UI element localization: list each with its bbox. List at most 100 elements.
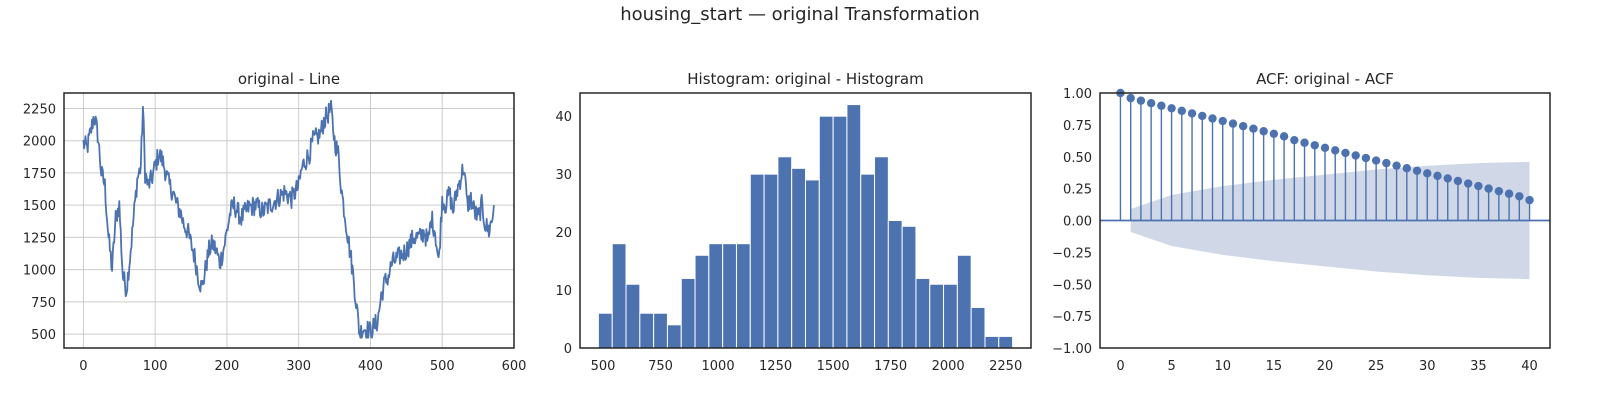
histogram-bar <box>984 335 1000 349</box>
histogram-bar <box>694 254 710 349</box>
acf-point <box>1412 166 1422 175</box>
y-tick-label: 1750 <box>23 167 56 182</box>
y-tick-label: 1500 <box>23 199 56 214</box>
histogram-bar <box>915 277 931 349</box>
x-tick-label: 40 <box>1521 359 1538 374</box>
y-tick-label: −1.00 <box>1052 342 1092 357</box>
x-tick-label: 1750 <box>874 359 907 374</box>
acf-point <box>1198 111 1207 121</box>
y-tick-label: 0.00 <box>1063 215 1092 230</box>
acf-point <box>1423 169 1432 178</box>
x-tick-label: 1500 <box>817 359 850 374</box>
axes-frame <box>1099 92 1551 349</box>
acf-point <box>1463 179 1473 188</box>
acf-chart-panel: ACF: original - ACF 0 5 10 15 20 25 30 35 40 −1.00… <box>1052 70 1551 374</box>
x-tick-label: 0 <box>79 359 87 374</box>
histogram-bar <box>735 243 751 349</box>
y-tick-label: 10 <box>555 284 572 299</box>
y-tick-label: 1250 <box>23 231 56 246</box>
acf-point <box>1126 93 1135 103</box>
histogram-bar <box>653 312 668 349</box>
acf-point <box>1361 153 1371 163</box>
acf-point <box>1228 119 1238 128</box>
acf-point <box>1341 148 1350 158</box>
acf-point <box>1238 121 1248 131</box>
y-tick-label: 0.25 <box>1063 183 1092 198</box>
histogram-bar <box>611 243 627 349</box>
histogram-bar <box>625 283 641 349</box>
histogram-bar <box>887 220 903 349</box>
x-tick-label: 10 <box>1214 359 1231 374</box>
x-tick-label: 200 <box>215 359 240 374</box>
x-tick-label: 2250 <box>989 359 1022 374</box>
histogram-bar <box>970 306 986 349</box>
x-tick-label: 100 <box>143 359 168 374</box>
chart-title: original - Line <box>238 70 340 88</box>
axes-frame <box>579 92 1032 349</box>
acf-point <box>1402 164 1412 173</box>
x-tick-label: 2000 <box>932 359 965 374</box>
y-tick-label: 2250 <box>23 102 56 117</box>
y-tick-label: 0.75 <box>1063 119 1092 134</box>
histogram-bar <box>805 179 820 349</box>
acf-point <box>1331 146 1340 155</box>
acf-point <box>1177 106 1187 116</box>
acf-point <box>1157 101 1166 110</box>
x-tick-label: 1000 <box>702 359 735 374</box>
y-tick-label: −0.75 <box>1052 310 1092 325</box>
y-tick-label: 40 <box>555 110 572 125</box>
x-tick-label: 750 <box>648 359 673 374</box>
histogram-bar <box>860 173 876 349</box>
y-tick-label: 500 <box>31 328 56 343</box>
x-tick-label: 5 <box>1167 359 1175 374</box>
histogram-bar <box>818 115 834 349</box>
x-tick-label: 35 <box>1470 359 1487 374</box>
x-tick-label: 1250 <box>759 359 792 374</box>
histogram-bar <box>956 254 972 349</box>
x-tick-label: 600 <box>502 359 527 374</box>
acf-point <box>1167 104 1176 113</box>
x-tick-label: 500 <box>591 359 616 374</box>
y-tick-label: 20 <box>555 226 572 241</box>
acf-point <box>1269 129 1279 138</box>
chart-title: ACF: original - ACF <box>1256 70 1394 88</box>
y-tick-label: 2000 <box>23 135 56 150</box>
histogram-bar <box>874 156 889 349</box>
series-line <box>82 99 495 339</box>
acf-point <box>1300 138 1309 147</box>
histogram-bar <box>722 243 737 349</box>
figure-title: housing_start — original Transformation <box>620 4 980 25</box>
histogram-bar <box>929 283 945 349</box>
x-tick-label: 25 <box>1368 359 1385 374</box>
histogram-bar <box>791 167 806 349</box>
histogram-bar <box>901 225 917 349</box>
x-tick-label: 15 <box>1266 359 1283 374</box>
histogram-bar <box>680 277 696 349</box>
acf-point <box>1392 161 1401 170</box>
acf-point <box>1371 156 1381 165</box>
y-tick-label: −0.25 <box>1052 246 1092 261</box>
acf-point <box>1351 151 1360 160</box>
acf-point <box>1504 189 1514 198</box>
histogram-bar <box>832 115 848 349</box>
x-tick-label: 0 <box>1116 359 1124 374</box>
acf-point <box>1515 192 1524 201</box>
acf-point <box>1290 135 1299 145</box>
acf-point <box>1382 158 1391 168</box>
y-tick-label: −0.50 <box>1052 278 1092 293</box>
histogram-bar <box>749 173 765 349</box>
acf-point <box>1453 176 1463 186</box>
x-tick-label: 500 <box>430 359 455 374</box>
acf-point <box>1525 195 1534 205</box>
y-tick-label: 1.00 <box>1063 87 1092 102</box>
x-tick-label: 20 <box>1317 359 1334 374</box>
acf-point <box>1187 109 1197 118</box>
histogram-bar <box>708 243 724 349</box>
histogram-bar <box>597 312 613 349</box>
acf-point <box>1208 114 1217 123</box>
acf-point <box>1484 184 1493 193</box>
axes-frame <box>63 92 515 349</box>
x-tick-label: 30 <box>1419 359 1436 374</box>
acf-point <box>1279 132 1289 141</box>
